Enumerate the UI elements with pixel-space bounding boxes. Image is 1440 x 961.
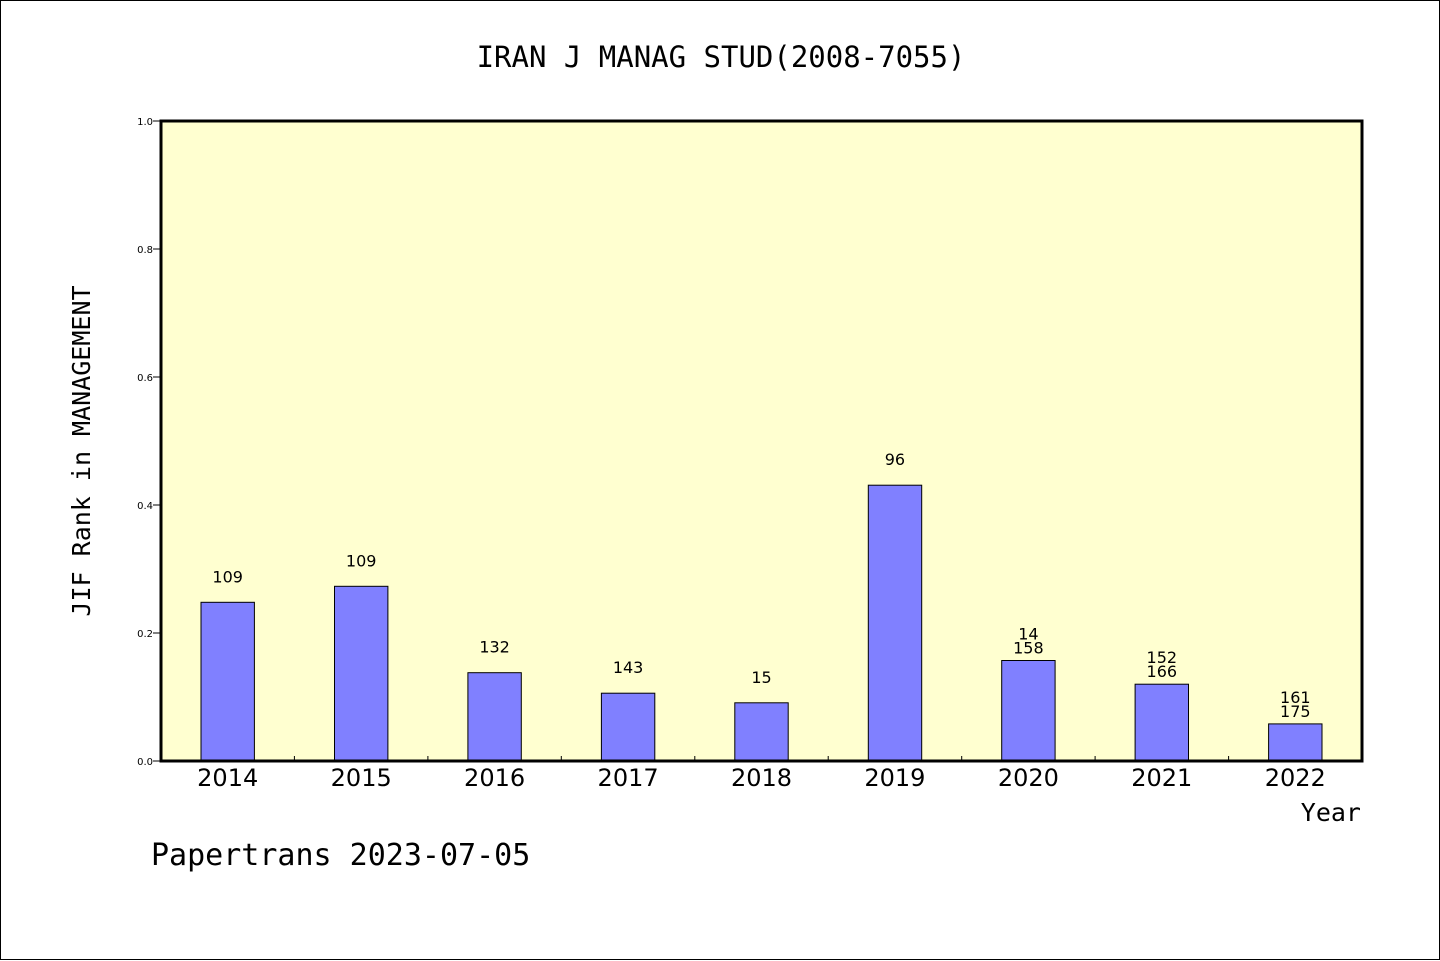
x-axis-label: Year bbox=[1301, 798, 1361, 827]
x-tick-label-2017: 2017 bbox=[598, 764, 659, 792]
footer-source: Papertrans 2023-07-05 bbox=[151, 838, 530, 873]
bar-2016 bbox=[467, 672, 522, 762]
bar-value-label-2018: 15 bbox=[751, 668, 771, 687]
y-tick-label-0.0: 0.0 bbox=[137, 757, 153, 768]
bar-2022 bbox=[1268, 723, 1323, 762]
x-tick-label-2016: 2016 bbox=[464, 764, 525, 792]
bar-value-label-2021-2: 166 bbox=[1147, 662, 1178, 681]
y-tick-label-0.8: 0.8 bbox=[137, 245, 153, 256]
bar-value-label-2017: 143 bbox=[613, 658, 644, 677]
x-tick-label-2014: 2014 bbox=[197, 764, 258, 792]
bar-2017 bbox=[600, 692, 656, 762]
bar-2019 bbox=[867, 484, 923, 762]
y-tick-label-0.6: 0.6 bbox=[137, 373, 153, 384]
bar-value-label-2015: 109 bbox=[346, 551, 377, 570]
x-tick-label-2018: 2018 bbox=[731, 764, 792, 792]
bar-value-label-2022-2: 175 bbox=[1280, 702, 1311, 721]
bar-value-label-2019: 96 bbox=[885, 450, 905, 469]
bar-value-label-2022-1: 161 bbox=[1280, 688, 1311, 707]
x-tick-label-2022: 2022 bbox=[1265, 764, 1326, 792]
y-tick-label-0.2: 0.2 bbox=[137, 629, 153, 640]
y-tick-label-1.0: 1.0 bbox=[137, 117, 153, 128]
plot-border bbox=[159, 119, 1364, 763]
bar-value-label-2020-1: 14 bbox=[1018, 625, 1038, 644]
x-tick-label-2020: 2020 bbox=[998, 764, 1059, 792]
bar-2018 bbox=[734, 702, 789, 762]
bar-2015 bbox=[334, 585, 389, 762]
bar-value-label-2020-2: 158 bbox=[1013, 639, 1044, 658]
x-tick-label-2015: 2015 bbox=[331, 764, 392, 792]
x-tick-label-2019: 2019 bbox=[864, 764, 925, 792]
x-axis-ticks: 2014 2015 2016 2017 2018 2019 2020 2021 2022 bbox=[197, 756, 1326, 792]
y-axis-ticks: 0.0 0.2 0.4 0.6 0.8 1.0 bbox=[137, 117, 161, 768]
bar-value-label-2014: 109 bbox=[212, 567, 243, 586]
bar-2021 bbox=[1134, 683, 1189, 762]
bar-2020 bbox=[1001, 660, 1056, 762]
chart-title: IRAN J MANAG STUD(2008-7055) bbox=[477, 40, 966, 74]
bar-value-label-2021-1: 152 bbox=[1147, 648, 1178, 667]
y-axis-label: JIF Rank in MANAGEMENT bbox=[67, 285, 96, 616]
bar-value-label-2016: 132 bbox=[479, 638, 510, 657]
y-tick-label-0.4: 0.4 bbox=[137, 501, 153, 512]
x-tick-label-2021: 2021 bbox=[1131, 764, 1192, 792]
bars-group bbox=[200, 484, 1323, 762]
bar-2014 bbox=[200, 601, 255, 762]
